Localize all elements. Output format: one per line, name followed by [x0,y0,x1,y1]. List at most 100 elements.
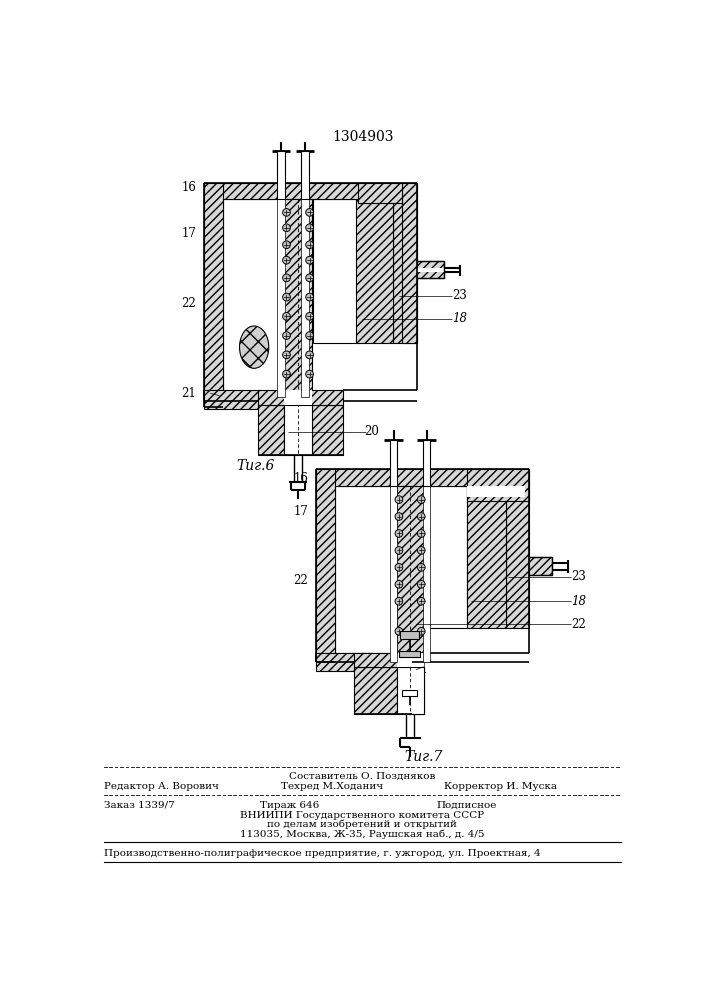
Circle shape [305,256,313,264]
Bar [390,440,397,486]
Circle shape [305,332,313,339]
Circle shape [395,627,403,635]
Bar [316,653,373,671]
Circle shape [305,241,313,249]
Text: 23: 23 [571,570,586,583]
Circle shape [283,241,291,249]
Circle shape [283,209,291,216]
Text: 17: 17 [293,505,308,518]
Circle shape [395,547,403,554]
Bar [223,199,284,393]
Bar [423,486,467,628]
Circle shape [305,293,313,301]
Text: 21: 21 [414,663,428,676]
Bar [313,199,358,343]
Bar [312,405,343,455]
Bar [277,199,285,397]
Text: Техред М.Ходанич: Техред М.Ходанич [281,782,383,791]
Circle shape [395,597,403,605]
Text: 18: 18 [452,312,467,325]
Circle shape [283,274,291,282]
Bar [402,183,417,343]
Circle shape [283,256,291,264]
Bar [358,183,402,211]
Bar [204,183,223,407]
Bar [358,183,402,203]
Text: Тираж 646: Тираж 646 [259,801,319,810]
Bar [204,389,262,409]
Text: ВНИИПИ Государственного комитета СССР: ВНИИПИ Государственного комитета СССР [240,811,484,820]
Bar [356,199,393,343]
Text: 1304903: 1304903 [332,130,394,144]
Circle shape [395,580,403,588]
Text: Τиг.7: Τиг.7 [404,750,443,764]
Circle shape [283,293,291,301]
Bar [354,653,412,667]
Circle shape [417,547,425,554]
Text: 22: 22 [293,574,308,587]
Bar [397,667,423,714]
Text: по делам изобретений и открытий: по делам изобретений и открытий [267,820,457,829]
Circle shape [417,496,425,503]
Text: Производственно-полиграфическое предприятие, г. ужгород, ул. Проектная, 4: Производственно-полиграфическое предприя… [104,849,541,858]
Circle shape [305,209,313,216]
Bar [284,405,312,455]
Text: 16: 16 [182,181,197,194]
Bar [316,469,335,662]
Circle shape [305,312,313,320]
Bar [354,667,397,714]
Bar [301,199,309,397]
Ellipse shape [240,326,269,368]
Circle shape [395,513,403,520]
Bar [423,440,431,486]
Text: 23: 23 [452,289,467,302]
Bar [204,183,417,199]
Circle shape [417,530,425,537]
Circle shape [283,224,291,232]
Bar [467,486,525,497]
Bar [258,389,343,405]
Bar [301,151,309,199]
Circle shape [417,513,425,520]
Bar [358,183,402,211]
Bar [506,486,529,628]
Bar [417,261,444,278]
Bar [258,405,284,455]
Circle shape [395,564,403,571]
Circle shape [417,597,425,605]
Text: 22: 22 [182,297,197,310]
Bar [529,557,552,575]
Text: Редактор А. Ворович: Редактор А. Ворович [104,782,219,791]
Circle shape [417,580,425,588]
Circle shape [417,564,425,571]
Circle shape [283,351,291,359]
Text: 17: 17 [182,227,197,240]
Text: 16: 16 [293,472,308,485]
Bar [397,653,423,667]
Circle shape [395,496,403,503]
Text: 22: 22 [571,618,586,631]
Circle shape [305,224,313,232]
Bar [223,389,262,405]
Bar [277,151,285,199]
Bar [316,469,529,486]
Bar [467,469,529,501]
Text: 21: 21 [182,387,197,400]
Bar [399,651,421,657]
Bar [390,486,397,662]
Circle shape [283,332,291,339]
Text: Заказ 1339/7: Заказ 1339/7 [104,801,175,810]
Bar [467,486,506,628]
Bar [417,268,452,272]
Bar [284,389,312,405]
Text: Подписное: Подписное [437,801,497,810]
Bar [402,690,417,696]
Bar [335,653,373,667]
Text: Составитель О. Поздняков: Составитель О. Поздняков [288,772,435,781]
Bar [423,486,431,662]
Bar [400,631,419,639]
Circle shape [305,274,313,282]
Bar [393,199,417,343]
Bar [397,486,423,662]
Circle shape [395,530,403,537]
